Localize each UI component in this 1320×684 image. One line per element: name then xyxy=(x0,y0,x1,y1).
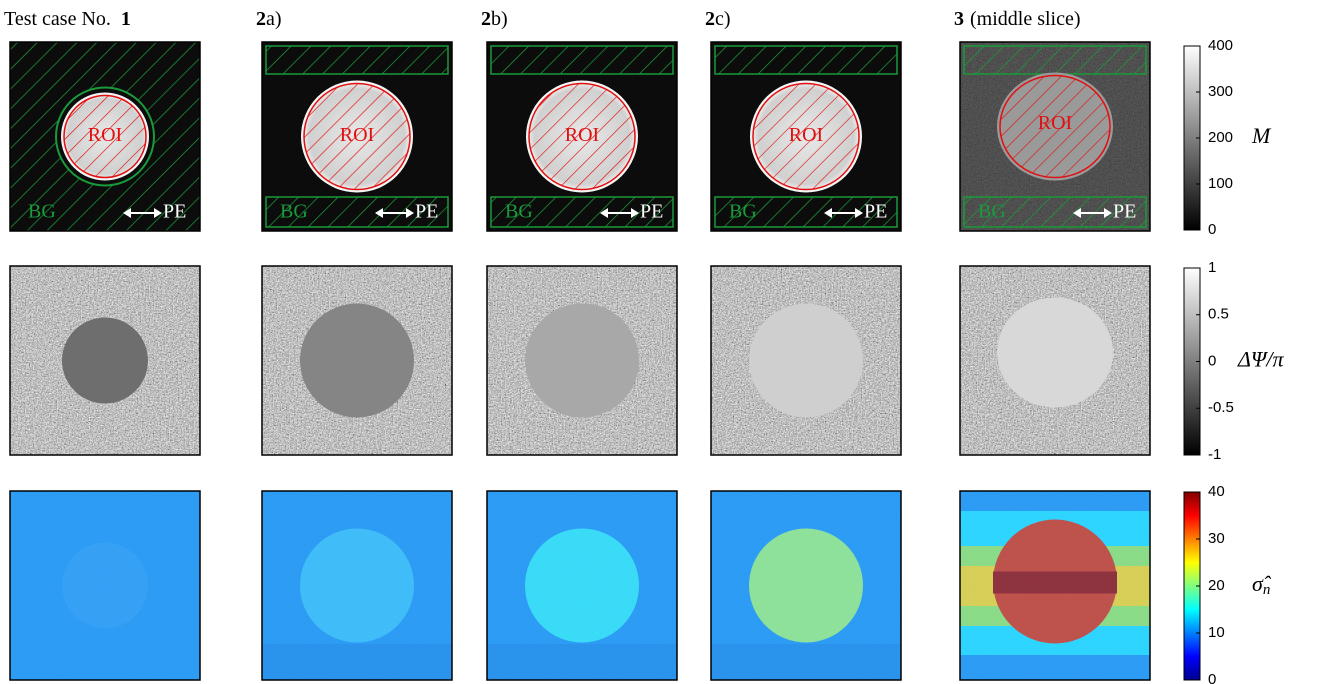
colorbar-tick-label: 0 xyxy=(1208,352,1216,369)
column-header: Test case No. 1 xyxy=(4,8,131,30)
header-number: 2 xyxy=(256,8,266,30)
sigma-noise xyxy=(487,491,677,680)
pe-label: PE xyxy=(1113,201,1136,223)
roi-label: ROI xyxy=(1038,112,1072,134)
roi-label: ROI xyxy=(340,124,374,146)
header-number: 2 xyxy=(705,8,715,30)
pe-label: PE xyxy=(864,201,887,223)
colorbar-tick-label: 200 xyxy=(1208,129,1233,146)
header-number: 1 xyxy=(121,8,131,30)
header-tail: b) xyxy=(491,8,508,30)
phase-disk xyxy=(749,304,863,418)
colorbar-label: σ̂n xyxy=(1252,571,1272,598)
bg-label: BG xyxy=(729,201,757,223)
colorbar-label: M xyxy=(1251,123,1272,148)
colorbar-tick-label: 300 xyxy=(1208,83,1233,100)
colorbar-tick-label: 0.5 xyxy=(1208,306,1229,323)
bg-region xyxy=(491,46,673,74)
sigma-noise xyxy=(262,491,452,680)
column-header: 2a) xyxy=(256,8,282,30)
pe-label: PE xyxy=(640,201,663,223)
colorbar-tick-label: 30 xyxy=(1208,530,1225,547)
header-tail: (middle slice) xyxy=(970,8,1081,30)
colorbar-tick-label: 0 xyxy=(1208,671,1216,684)
colorbar-tick-label: 100 xyxy=(1208,175,1233,192)
colorbar-tick-label: -0.5 xyxy=(1208,399,1234,416)
bg-label: BG xyxy=(280,201,308,223)
colorbar-tick-label: 10 xyxy=(1208,624,1225,641)
sigma-noise xyxy=(10,491,200,680)
bg-label: BG xyxy=(978,201,1006,223)
colorbar-label: ΔΨ/π xyxy=(1237,347,1284,372)
colorbar-tick-label: 1 xyxy=(1208,259,1216,276)
bg-region xyxy=(266,46,448,74)
sigma-noise xyxy=(711,491,901,680)
bg-label: BG xyxy=(28,201,56,223)
roi-label: ROI xyxy=(88,124,122,146)
roi-label: ROI xyxy=(565,124,599,146)
pe-label: PE xyxy=(415,201,438,223)
bg-region xyxy=(715,46,897,74)
header-tail: a) xyxy=(266,8,282,30)
phase-disk xyxy=(62,318,148,404)
colorbar-tick-label: 40 xyxy=(1208,483,1225,500)
colorbar-tick-label: 0 xyxy=(1208,221,1216,238)
colorbar-tick-label: 20 xyxy=(1208,577,1225,594)
colorbar-subscript: n xyxy=(1263,582,1271,598)
header-number: 3 xyxy=(954,8,964,30)
phase-disk xyxy=(997,298,1113,408)
pe-label: PE xyxy=(163,201,186,223)
colorbar-symbol: ΔΨ/π xyxy=(1237,347,1284,372)
roi-label: ROI xyxy=(789,124,823,146)
column-header: 2c) xyxy=(705,8,731,30)
phase-disk xyxy=(525,304,639,418)
sigma-noise xyxy=(960,491,1150,680)
colorbar-tick-label: 400 xyxy=(1208,37,1233,54)
colorbar-symbol: M xyxy=(1251,123,1272,148)
header-lead: Test case No. xyxy=(4,8,111,30)
column-header: 3 (middle slice) xyxy=(954,8,1081,30)
header-tail: c) xyxy=(715,8,731,30)
bg-region xyxy=(964,46,1146,74)
phase-disk xyxy=(300,304,414,418)
bg-label: BG xyxy=(505,201,533,223)
header-number: 2 xyxy=(481,8,491,30)
figure: Test case No. 12a)2b)2c)3(middle slice)R… xyxy=(0,0,1320,684)
column-header: 2b) xyxy=(481,8,508,30)
colorbar-tick-label: -1 xyxy=(1208,446,1221,463)
